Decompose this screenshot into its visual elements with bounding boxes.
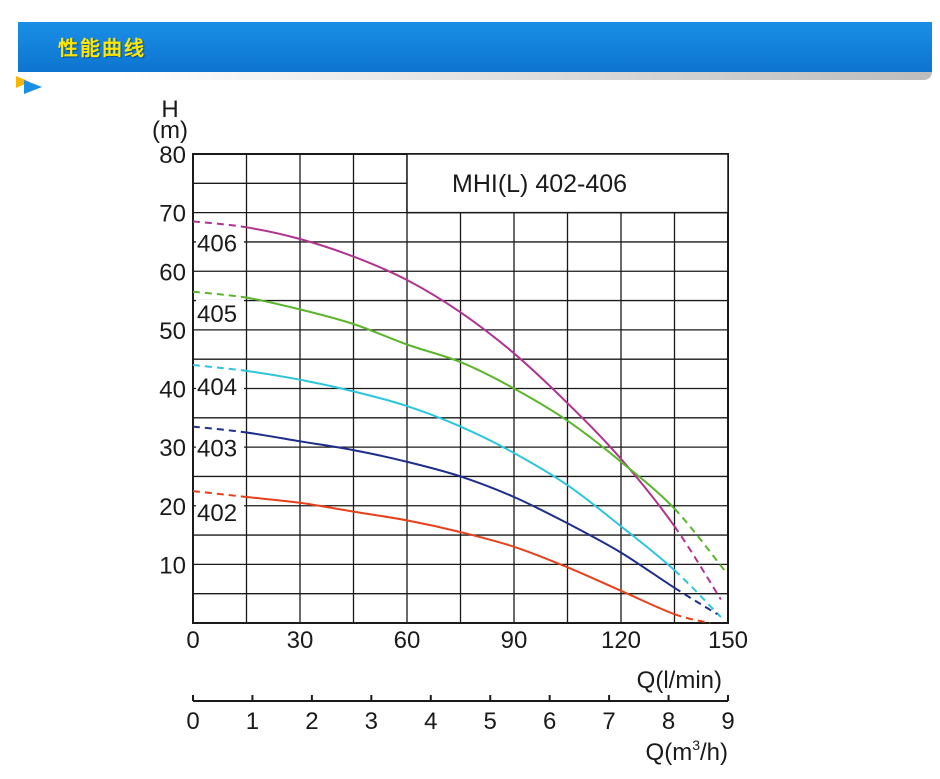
x2-tick-label: 4 [424, 708, 437, 735]
curve-403-end-dashed [673, 586, 718, 616]
section-header-title: 性能曲线 [58, 36, 146, 60]
y-tick-label: 10 [159, 552, 186, 579]
curve-406 [246, 226, 676, 527]
curve-label-402: 402 [197, 500, 237, 527]
curve-404-end-dashed [673, 569, 722, 618]
x-tick-label: 30 [287, 627, 314, 654]
curve-404 [246, 369, 676, 571]
x-axis-label: Q(l/min) [637, 667, 722, 694]
curve-label-bg [196, 499, 244, 526]
header-shadow [120, 72, 932, 80]
curve-label-bg [196, 299, 244, 326]
curve-406-start-dashed [192, 220, 247, 229]
curve-405-start-dashed [192, 290, 247, 299]
x-tick-labels: 0 30 60 90 120 150 [186, 627, 748, 654]
curve-label-403: 403 [197, 436, 237, 463]
y-tick-label: 60 [159, 259, 186, 286]
x2-tick-label: 8 [662, 708, 675, 735]
x2-tick-label: 5 [484, 708, 497, 735]
x2-tick-label: 0 [186, 708, 199, 735]
curve-label-bg [196, 229, 244, 256]
chart-grid [192, 153, 729, 624]
curve-label-bg [196, 434, 244, 461]
x2-axis-label-sup: 3 [692, 737, 700, 753]
y-axis-label: H [161, 96, 178, 123]
section-header-bar [18, 22, 932, 72]
x2-tick-label: 1 [246, 708, 259, 735]
curve-labels: 406 405 404 403 402 [196, 229, 244, 527]
y-axis-unit: (m) [152, 117, 188, 144]
y-tick-label: 50 [159, 318, 186, 345]
curve-label-405: 405 [197, 301, 237, 328]
x-tick-label: 90 [501, 627, 528, 654]
curve-403 [246, 431, 676, 589]
curve-label-406: 406 [197, 230, 237, 257]
curve-label-404: 404 [197, 374, 237, 401]
y-tick-labels: 10 20 30 40 50 60 70 80 [159, 142, 186, 579]
curve-405-end-dashed [673, 508, 726, 571]
x2-tick-label: 7 [602, 708, 615, 735]
curve-402-end-dashed [674, 613, 711, 624]
x2-tick-label: 2 [305, 708, 318, 735]
y-tick-label: 40 [159, 377, 186, 404]
x2-tick-label: 3 [365, 708, 378, 735]
curve-405 [246, 296, 676, 510]
curve-402 [246, 496, 675, 616]
chart-title-box [406, 153, 729, 214]
x-tick-label: 0 [186, 627, 199, 654]
x2-axis-label: Q(m3/h) [646, 737, 728, 766]
chart-title: MHI(L) 402-406 [452, 170, 627, 198]
x-tick-label: 150 [708, 627, 748, 654]
y-tick-label: 70 [159, 201, 186, 228]
curve-402-start-dashed [192, 490, 247, 498]
x2-axis-label-suffix: /h) [700, 739, 728, 766]
x2-tick-label: 9 [721, 708, 734, 735]
curve-403-start-dashed [192, 425, 247, 434]
x2-axis: 0 1 2 3 4 5 6 7 8 9 [186, 695, 735, 735]
chart-curves [192, 220, 726, 624]
y-tick-label: 30 [159, 435, 186, 462]
x-tick-label: 120 [601, 627, 641, 654]
curve-label-bg [196, 373, 244, 400]
y-tick-label: 80 [159, 142, 186, 169]
x-tick-label: 60 [394, 627, 421, 654]
curve-406-end-dashed [673, 525, 722, 601]
x2-tick-label: 6 [543, 708, 556, 735]
x2-axis-label-prefix: Q(m [646, 739, 693, 766]
curve-404-start-dashed [192, 364, 247, 372]
y-tick-label: 20 [159, 494, 186, 521]
header-triangle-icon [24, 80, 42, 94]
